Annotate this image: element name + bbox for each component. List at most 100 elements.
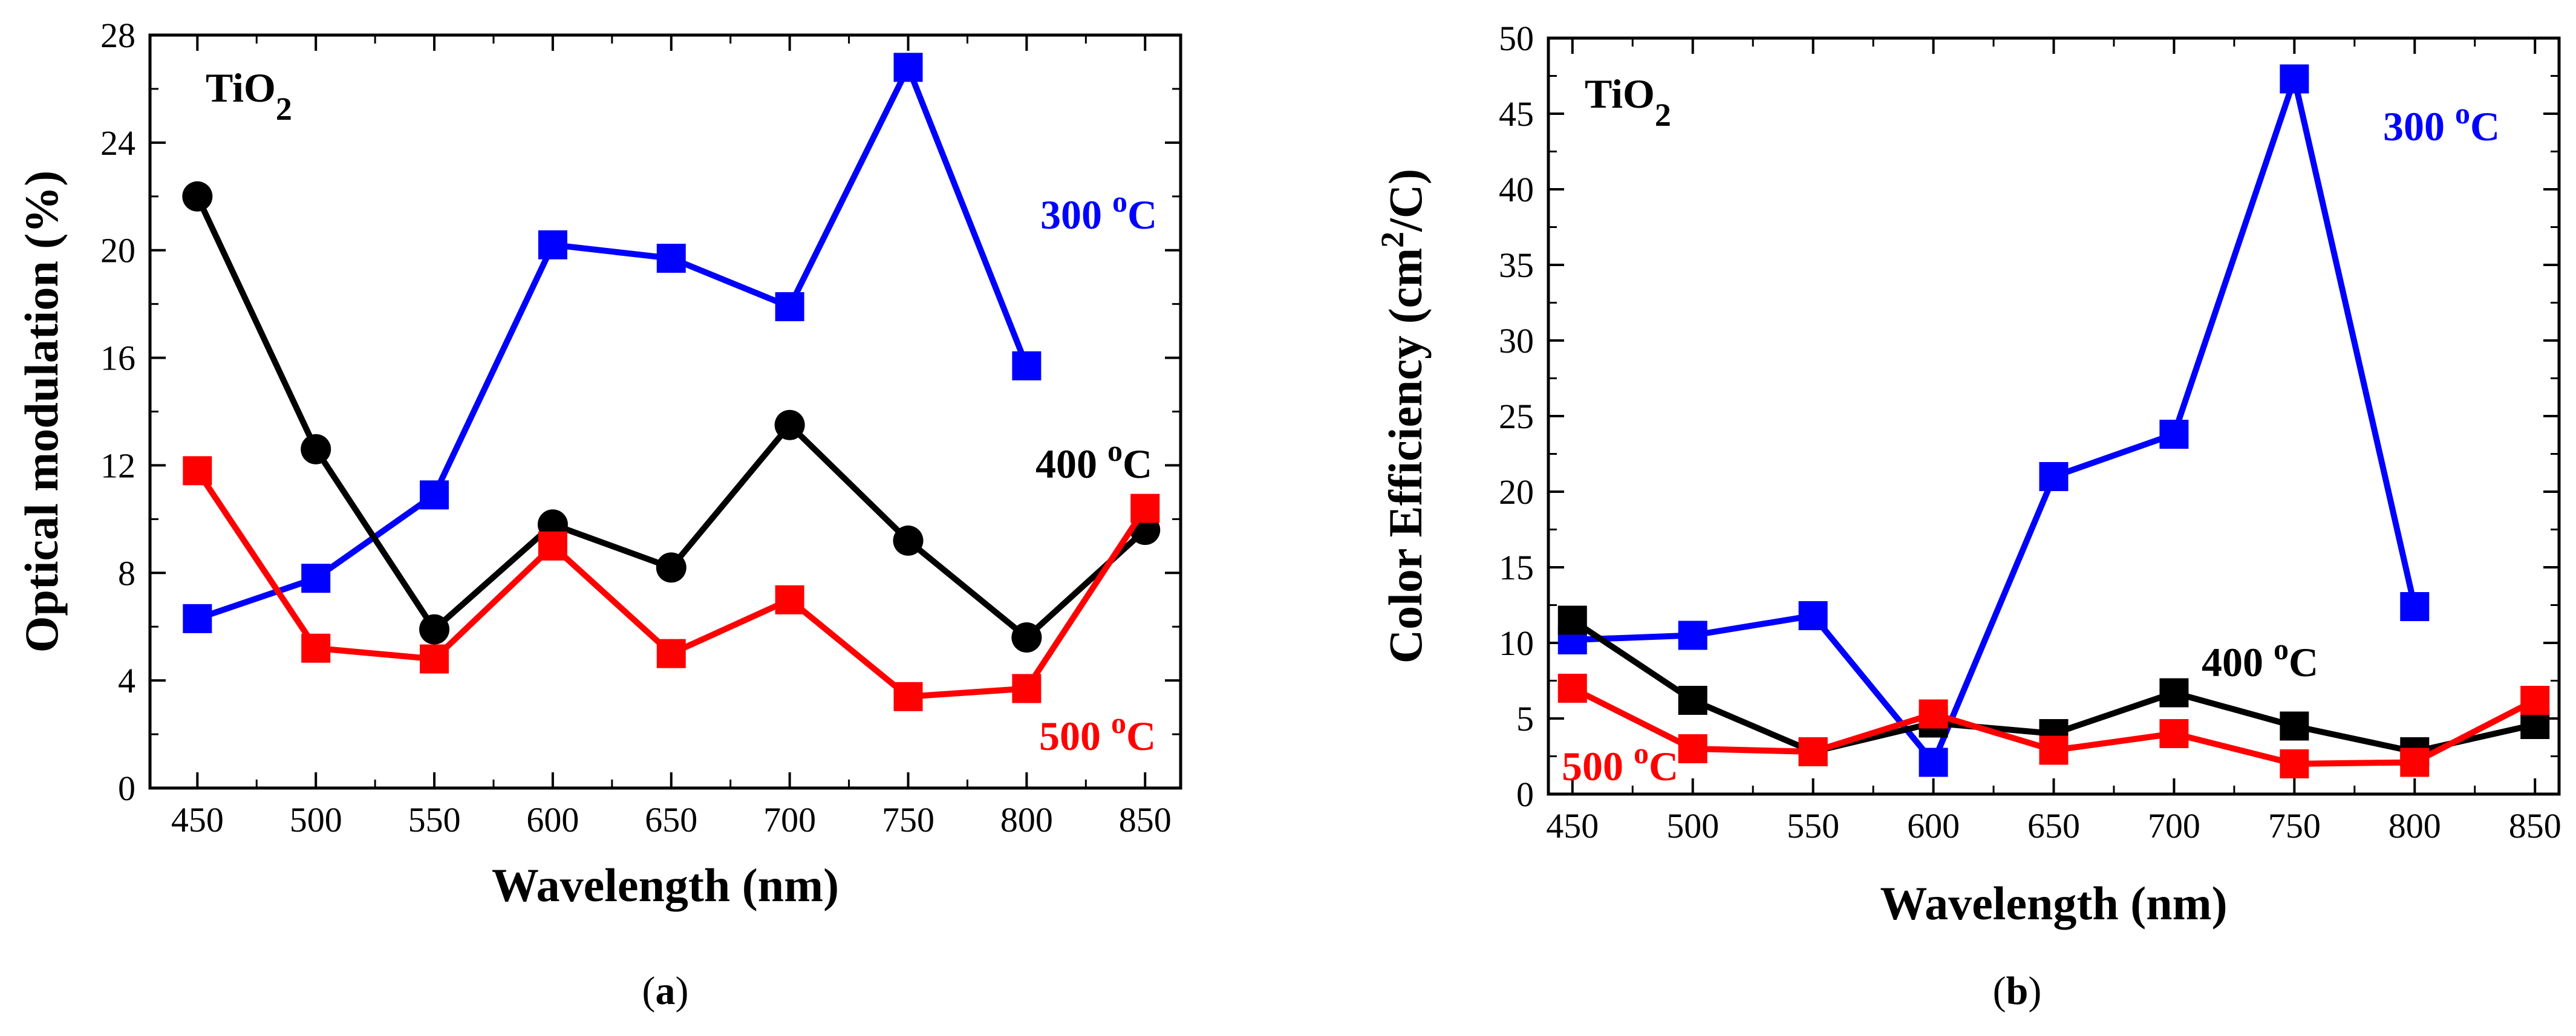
y-tick-label: 0	[1516, 775, 1534, 814]
data-point	[538, 531, 567, 561]
data-point	[419, 614, 450, 645]
data-point	[1012, 674, 1042, 703]
data-point	[1919, 699, 1948, 729]
series-label: 300 oC	[1040, 184, 1157, 238]
data-point	[1678, 734, 1707, 763]
data-point	[538, 230, 567, 259]
x-axis-title: Wavelength (nm)	[1880, 877, 2227, 930]
y-tick-label: 40	[1499, 170, 1534, 209]
data-point	[420, 644, 449, 674]
x-tick-label: 750	[2268, 806, 2321, 845]
x-tick-label: 500	[1666, 806, 1719, 845]
data-point	[2159, 420, 2189, 449]
x-tick-label: 850	[1119, 800, 1172, 839]
y-tick-label: 15	[1499, 548, 1534, 587]
panel-caption: (a)	[642, 969, 689, 1013]
x-tick-label: 600	[1907, 806, 1960, 845]
y-tick-label: 28	[100, 16, 135, 55]
data-point	[2280, 711, 2309, 741]
chart-panel-b: 450 500 550 600 650 700 750 800 850 0 5 10 15 20 25 30 3…	[1374, 19, 2561, 1013]
x-tick-label: 550	[408, 800, 461, 839]
x-tick-label: 600	[526, 800, 579, 839]
y-tick-label: 20	[1499, 472, 1534, 512]
series-label: 500 oC	[1562, 736, 1678, 789]
x-tick-label: 700	[2148, 806, 2200, 845]
data-point	[183, 604, 212, 633]
x-tick-label: 550	[1787, 806, 1839, 845]
y-tick-label: 50	[1499, 19, 1534, 58]
data-point	[2520, 686, 2550, 715]
x-axis-title: Wavelength (nm)	[492, 859, 839, 911]
x-tick-label: 650	[2027, 806, 2080, 845]
y-tick-label: 25	[1499, 397, 1534, 436]
y-tick-label: 35	[1499, 246, 1534, 285]
series-label: 300 oC	[2383, 96, 2500, 149]
data-point	[301, 564, 331, 593]
y-tick-label: 10	[1499, 624, 1534, 663]
data-point	[893, 682, 923, 711]
y-tick-label: 5	[1516, 699, 1534, 738]
data-point	[2039, 735, 2069, 765]
x-tick-label: 450	[171, 800, 224, 839]
series-line	[196, 64, 1030, 622]
data-point	[1012, 351, 1042, 380]
data-point	[1678, 686, 1707, 715]
data-point	[1011, 622, 1042, 653]
series-label: 500 oC	[1039, 706, 1156, 759]
y-tick-label: 16	[100, 339, 135, 378]
data-point	[774, 409, 805, 440]
data-point	[775, 292, 804, 322]
data-point	[1919, 748, 1948, 777]
y-axis-title: Color Efficiency (cm2/C)	[1374, 169, 1432, 663]
series-label: 400 oC	[1035, 434, 1152, 487]
y-tick-label: 45	[1499, 94, 1534, 134]
data-point	[1130, 494, 1160, 523]
data-point	[301, 633, 331, 663]
data-point	[893, 53, 923, 82]
data-point	[301, 434, 331, 464]
data-point	[893, 525, 924, 556]
data-point	[1557, 605, 1587, 635]
x-tick-label: 850	[2509, 806, 2561, 845]
data-point	[2280, 64, 2309, 94]
data-point	[2280, 749, 2309, 778]
panel-caption: (b)	[1993, 969, 2042, 1013]
tio2-annotation: TiO2	[206, 65, 292, 127]
x-tick-label: 750	[882, 800, 934, 839]
y-tick-label: 24	[100, 123, 135, 163]
y-tick-label: 0	[118, 769, 135, 808]
y-tick-label: 12	[100, 446, 135, 485]
y-tick-label: 20	[100, 231, 135, 270]
tio2-annotation: TiO2	[1585, 71, 1671, 133]
y-tick-label: 4	[118, 661, 135, 700]
data-point	[1678, 621, 1707, 650]
y-tick-label: 8	[118, 553, 135, 593]
series-line	[1572, 76, 2418, 766]
data-point	[183, 456, 212, 486]
data-point	[420, 480, 449, 510]
data-point	[775, 585, 804, 614]
data-point	[2159, 678, 2189, 708]
data-point	[1557, 674, 1587, 703]
data-point	[656, 244, 686, 273]
x-tick-label: 700	[763, 800, 816, 839]
y-axis-title: Optical modulation (%)	[15, 171, 68, 653]
data-point	[2159, 719, 2189, 748]
data-point	[2400, 748, 2430, 777]
data-point	[2039, 462, 2069, 491]
data-point	[1798, 601, 1828, 630]
data-point	[656, 639, 686, 668]
data-point	[656, 552, 686, 583]
data-point	[182, 181, 213, 212]
data-point	[2400, 592, 2430, 621]
plot-frame	[1547, 36, 2561, 796]
chart-panel-a: 450 500 550 600 650 700 750 800 850 0 4 8 12 16 20 24 28…	[15, 16, 1182, 1013]
y-tick-label: 30	[1499, 321, 1534, 360]
x-tick-label: 800	[2389, 806, 2441, 845]
x-tick-label: 650	[645, 800, 697, 839]
data-point	[1798, 737, 1828, 766]
x-tick-label: 450	[1546, 806, 1599, 845]
series-label: 400 oC	[2202, 632, 2318, 685]
x-tick-label: 500	[290, 800, 342, 839]
